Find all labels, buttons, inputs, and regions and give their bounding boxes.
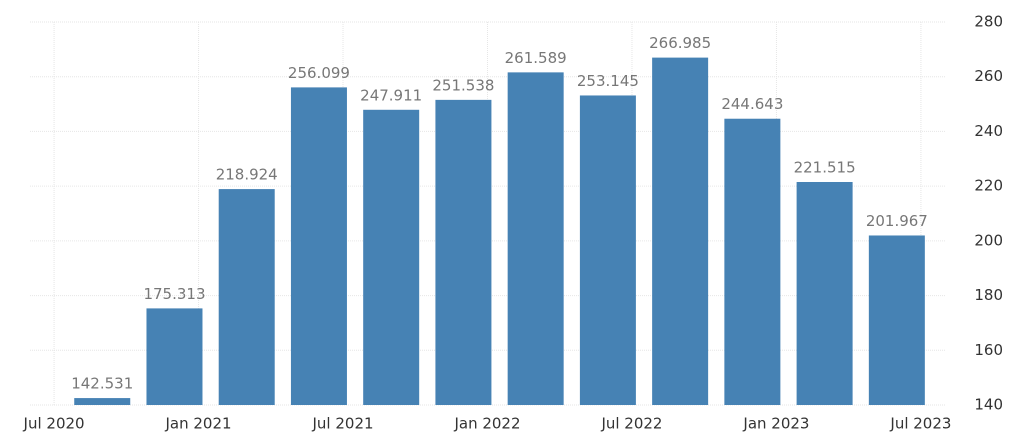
bar [363,109,420,405]
bar [507,72,564,405]
bar [435,99,492,406]
y-tick-label: 220 [974,177,1003,195]
value-label: 261.589 [505,49,567,67]
y-tick-label: 280 [974,13,1003,31]
y-tick-label: 260 [974,67,1003,85]
y-tick-label: 160 [974,341,1003,359]
bar [724,118,781,405]
value-label: 247.911 [360,86,422,104]
x-tick-label: Jul 2022 [600,415,662,433]
value-label: 221.515 [794,158,856,176]
value-label: 142.531 [71,375,133,393]
bar [652,57,709,406]
x-tick-label: Jan 2022 [453,415,520,433]
value-label: 201.967 [866,212,928,230]
value-label: 253.145 [577,72,639,90]
value-label: 266.985 [649,34,711,52]
bar [290,87,347,406]
x-tick-label: Jul 2021 [312,415,374,433]
bar [74,398,131,405]
x-tick-label: Jan 2023 [742,415,809,433]
x-tick-label: Jul 2023 [889,415,951,433]
bar [218,189,275,405]
y-tick-label: 180 [974,286,1003,304]
bar [579,95,636,406]
y-tick-label: 140 [974,396,1003,414]
y-tick-label: 240 [974,122,1003,140]
x-tick-label: Jan 2021 [165,415,232,433]
value-label: 218.924 [216,166,278,184]
bar [796,181,853,405]
value-label: 175.313 [143,285,205,303]
x-tick-label: Jul 2020 [23,415,85,433]
bar [146,308,203,405]
value-label: 251.538 [432,76,494,94]
value-label: 256.099 [288,64,350,82]
y-tick-label: 200 [974,231,1003,249]
bar [868,235,925,405]
value-label: 244.643 [721,95,783,113]
